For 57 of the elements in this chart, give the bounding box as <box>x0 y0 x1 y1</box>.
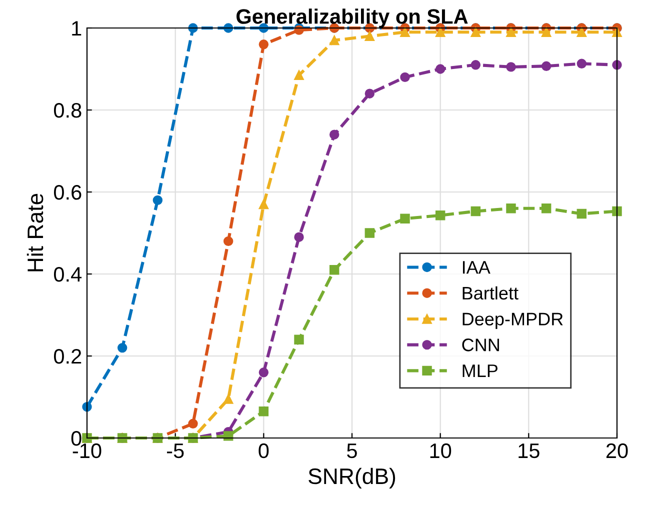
point <box>506 27 516 37</box>
point <box>400 72 410 82</box>
x-tick-label: 15 <box>518 444 540 458</box>
x-axis-title: SNR(dB) <box>308 468 396 489</box>
point <box>576 27 587 37</box>
point <box>329 35 340 46</box>
point <box>364 88 375 98</box>
x-tick-label: 5 <box>347 444 357 458</box>
y-tick-label: 1 <box>72 21 82 36</box>
point <box>400 214 410 224</box>
y-axis-title: Hit Rate <box>26 194 44 272</box>
point <box>541 61 552 71</box>
point <box>612 206 622 216</box>
point <box>506 62 516 72</box>
point <box>258 199 269 210</box>
point <box>470 206 481 216</box>
point <box>294 70 304 80</box>
point <box>223 236 234 246</box>
x-tick-label: 20 <box>606 443 628 458</box>
y-tick-label: 0.4 <box>54 267 82 282</box>
point <box>258 368 269 378</box>
point <box>117 342 128 353</box>
chart-title: Generalizability on SLA <box>236 8 468 28</box>
point <box>470 27 481 37</box>
point <box>152 195 163 206</box>
point <box>576 58 587 69</box>
point <box>223 431 234 441</box>
legend-label: Deep-MPDR <box>462 312 563 330</box>
point <box>541 27 552 37</box>
legend-label: CNN <box>462 338 499 352</box>
point <box>506 204 516 214</box>
point <box>364 31 375 42</box>
y-tick-label: 0.2 <box>54 349 82 364</box>
point <box>223 394 234 404</box>
x-tick-label: -5 <box>166 444 184 458</box>
y-tick-label: 0.6 <box>54 185 82 200</box>
point <box>364 228 375 238</box>
x-tick-label: 0 <box>258 443 269 458</box>
point <box>576 208 587 219</box>
point <box>400 27 410 37</box>
legend-label: MLP <box>462 364 498 378</box>
point <box>435 210 446 220</box>
point <box>435 64 446 74</box>
point <box>470 60 481 70</box>
y-tick-label: 0.8 <box>54 103 82 118</box>
point <box>329 265 340 275</box>
point <box>258 406 269 416</box>
point <box>435 27 446 37</box>
point <box>258 40 269 50</box>
point <box>294 334 304 344</box>
point <box>188 418 198 429</box>
legend-label: IAA <box>462 261 490 274</box>
point <box>294 232 304 242</box>
legend-label: Bartlett <box>462 286 518 300</box>
point <box>541 204 552 214</box>
x-tick-label: 10 <box>430 443 452 458</box>
point <box>329 130 340 140</box>
